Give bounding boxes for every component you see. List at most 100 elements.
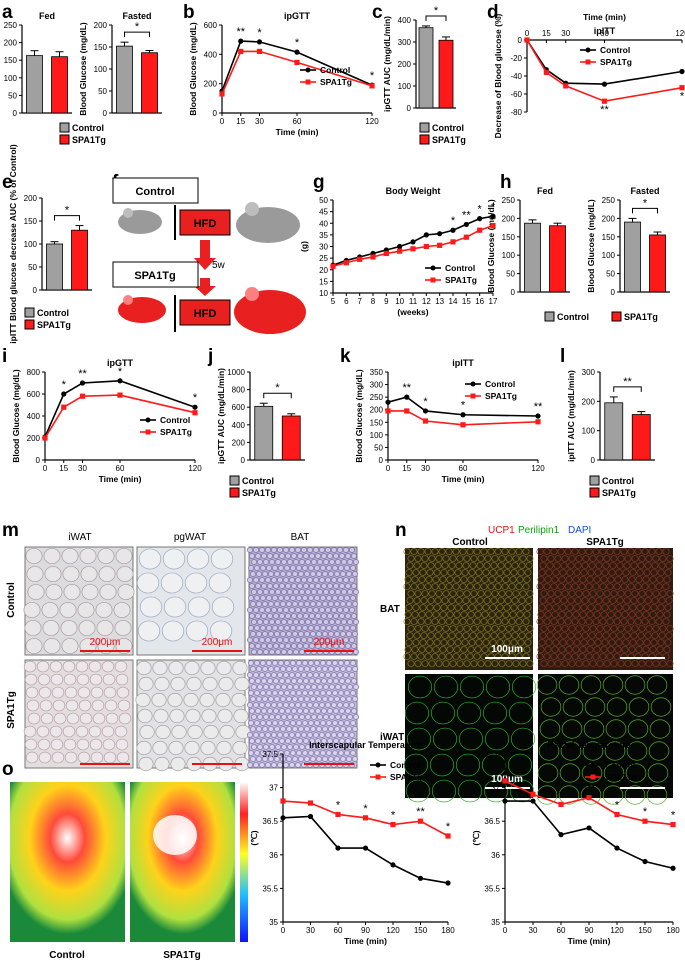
cell <box>288 702 296 708</box>
cell <box>200 740 216 756</box>
cell <box>270 637 278 643</box>
cell <box>648 548 656 555</box>
cell <box>322 744 330 750</box>
cell <box>321 666 329 672</box>
cell <box>536 618 544 625</box>
cell <box>346 684 354 690</box>
data-point <box>437 231 443 237</box>
cell <box>65 699 79 712</box>
cell <box>525 562 533 569</box>
cell <box>262 649 270 655</box>
cell <box>495 576 503 583</box>
significance-mark: * <box>478 204 483 216</box>
cell <box>283 690 291 696</box>
cell <box>595 597 603 604</box>
cell <box>580 785 602 805</box>
spa1-label-box <box>112 261 199 288</box>
cell <box>253 720 261 726</box>
data-point <box>410 239 416 245</box>
cell <box>666 625 674 632</box>
cell <box>139 596 163 618</box>
cell <box>286 744 294 750</box>
cell <box>581 632 589 639</box>
data-point <box>463 221 469 228</box>
cell <box>508 618 516 625</box>
cell <box>345 696 353 702</box>
y-tick-label: -80 <box>510 108 522 117</box>
cell <box>490 597 498 604</box>
cell <box>303 571 311 577</box>
cell <box>438 583 446 590</box>
cell <box>336 607 344 613</box>
cell <box>551 611 559 618</box>
cell <box>643 639 651 646</box>
cell <box>313 690 321 696</box>
cell <box>553 632 561 639</box>
cell <box>104 699 118 712</box>
cell <box>405 639 413 646</box>
y-tick-label: 50 <box>506 270 515 279</box>
data-point <box>362 845 369 851</box>
y-tick-label: 10 <box>319 289 328 298</box>
cell <box>153 708 169 724</box>
cell <box>482 639 490 646</box>
cell <box>511 632 519 639</box>
cell <box>270 702 278 708</box>
cell <box>419 639 427 646</box>
x-tick-label: 7 <box>357 297 362 306</box>
cell <box>280 589 288 595</box>
cell <box>162 548 186 570</box>
cell <box>607 611 615 618</box>
legend-marker <box>305 67 311 73</box>
cell <box>235 724 251 740</box>
cell <box>25 548 43 564</box>
cell <box>442 625 450 632</box>
cell <box>456 555 464 562</box>
cell <box>600 611 608 618</box>
data-point <box>238 38 244 44</box>
x-axis-label: Time (min) <box>583 12 626 22</box>
cell <box>267 666 275 672</box>
y-tick-label: 200 <box>502 214 516 223</box>
cell <box>264 577 272 583</box>
cell <box>445 548 453 555</box>
data-point <box>524 37 530 43</box>
cell <box>613 653 621 660</box>
cell <box>483 597 491 604</box>
significance-mark: ** <box>534 401 543 413</box>
cell <box>603 590 611 597</box>
cell <box>508 548 516 555</box>
significance-mark: * <box>434 5 439 17</box>
cell <box>497 597 505 604</box>
cell <box>184 572 208 594</box>
cell <box>278 583 286 589</box>
cell <box>574 597 582 604</box>
y-axis-label: Blood Glucose (mg/dL) <box>11 369 21 463</box>
cell <box>411 576 419 583</box>
cell <box>445 583 453 590</box>
cell <box>610 590 618 597</box>
hfd-box-control <box>179 209 231 236</box>
cell <box>433 604 441 611</box>
cell <box>540 590 548 597</box>
chart-title: ipGTT <box>107 358 133 368</box>
cell <box>588 562 596 569</box>
cell <box>247 660 255 666</box>
cell <box>585 583 593 590</box>
cell <box>282 637 290 643</box>
cell <box>351 696 359 702</box>
cell <box>49 725 63 738</box>
cell <box>216 740 232 756</box>
cell <box>336 672 344 678</box>
cell <box>406 632 414 639</box>
cell <box>564 653 572 660</box>
cell <box>600 576 608 583</box>
data-point <box>417 818 424 824</box>
cell <box>325 595 333 601</box>
cell <box>327 756 335 762</box>
cell <box>561 660 569 667</box>
cell <box>404 611 412 618</box>
cell <box>429 753 455 777</box>
legend-swatch-spa1 <box>24 319 35 330</box>
cell <box>477 555 485 562</box>
